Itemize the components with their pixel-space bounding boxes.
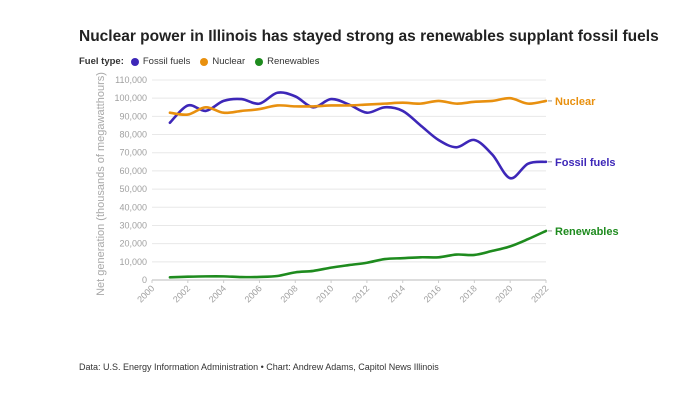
x-tick-label: 2020 — [493, 283, 514, 304]
series-lines — [168, 91, 548, 279]
source-footer: Data: U.S. Energy Information Administra… — [79, 362, 439, 372]
y-axis-ticks: 0 10,000 20,000 30,000 40,000 50,000 60,000 70,… — [114, 75, 147, 285]
end-label-fossil-fuels: Fossil fuels — [555, 157, 616, 169]
x-tick-label: 2022 — [529, 283, 550, 304]
x-tick-label: 2006 — [243, 283, 264, 304]
x-tick-label: 2012 — [350, 283, 371, 304]
y-tick-label: 20,000 — [119, 239, 147, 249]
y-tick-label: 30,000 — [119, 220, 147, 230]
legend-swatch-fossil-fuels — [130, 57, 139, 66]
x-tick-label: 2016 — [422, 283, 443, 304]
x-tick-label: 2004 — [207, 283, 228, 304]
series-line-renewables — [168, 229, 548, 279]
x-tick-label: 2002 — [171, 283, 192, 304]
y-axis-label: Net generation (thousands of megawatthou… — [95, 72, 107, 296]
y-tick-label: 40,000 — [119, 202, 147, 212]
legend-swatch-renewables — [255, 57, 264, 66]
y-tick-label: 90,000 — [119, 111, 147, 121]
series-line-nuclear — [168, 96, 548, 117]
end-label-renewables: Renewables — [555, 226, 619, 238]
y-tick-label: 80,000 — [119, 130, 147, 140]
legend-item-nuclear: Nuclear — [200, 56, 245, 67]
legend-title: Fuel type: — [79, 56, 124, 67]
y-tick-label: 60,000 — [119, 166, 147, 176]
end-labels: Fossil fuels Nuclear Renewables — [548, 96, 619, 238]
legend-item-fossil-fuels: Fossil fuels — [130, 56, 191, 67]
y-tick-label: 50,000 — [119, 184, 147, 194]
y-tick-label: 70,000 — [119, 148, 147, 158]
legend-swatch-nuclear — [200, 57, 209, 66]
legend: Fuel type: Fossil fuels Nuclear Renewabl… — [79, 56, 324, 67]
y-tick-label: 10,000 — [119, 257, 147, 267]
legend-label-fossil-fuels: Fossil fuels — [142, 56, 191, 67]
legend-label-renewables: Renewables — [267, 56, 320, 67]
x-tick-label: 2018 — [458, 283, 479, 304]
x-tick-label: 2000 — [135, 283, 156, 304]
x-tick-label: 2008 — [278, 283, 299, 304]
x-axis-ticks: 2000 2002 2004 2006 2008 2010 2012 2014 2016 2018… — [135, 280, 550, 305]
y-tick-label: 110,000 — [115, 75, 147, 85]
y-tick-label: 100,000 — [114, 93, 147, 103]
grid — [152, 79, 546, 281]
legend-item-renewables: Renewables — [255, 56, 319, 67]
y-tick-label: 0 — [142, 275, 147, 285]
x-tick-label: 2014 — [386, 283, 407, 304]
series-line-fossil-fuels — [168, 91, 548, 180]
chart-title: Nuclear power in Illinois has stayed str… — [79, 28, 659, 45]
end-label-nuclear: Nuclear — [555, 96, 596, 108]
x-tick-label: 2010 — [314, 283, 335, 304]
legend-label-nuclear: Nuclear — [212, 56, 246, 67]
